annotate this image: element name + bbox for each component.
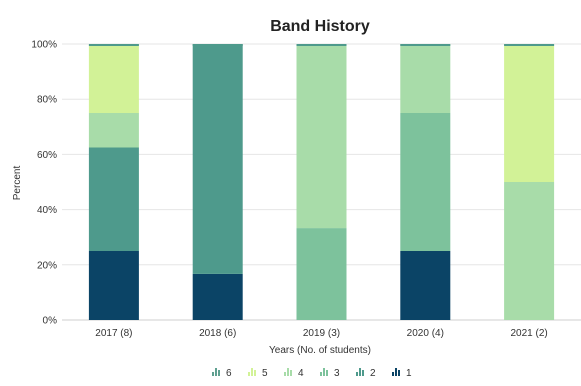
x-tick-label: 2017 (8)	[95, 328, 132, 339]
bar-segment-1	[400, 251, 451, 320]
y-tick-label: 40%	[37, 205, 57, 216]
legend-bar-icon	[248, 372, 250, 376]
y-tick-label: 20%	[37, 260, 57, 271]
bar-segment-4	[400, 44, 451, 113]
legend-bar-icon	[392, 372, 394, 376]
chart-title: Band History	[270, 18, 370, 35]
legend-bar-icon	[254, 370, 256, 376]
bars	[88, 44, 555, 320]
legend-bar-icon	[356, 372, 358, 376]
bar-segment-3	[400, 113, 451, 251]
legend-label: 2	[370, 368, 376, 379]
y-axis-label: Percent	[12, 166, 23, 201]
y-tick-label: 100%	[31, 40, 57, 51]
bar-segment-5	[88, 44, 139, 113]
legend-item-3[interactable]: 3	[320, 368, 340, 379]
bar-top-edge	[400, 44, 451, 46]
legend-item-6[interactable]: 6	[212, 368, 232, 379]
x-axis-ticks: 2017 (8) 2018 (6) 2019 (3) 2020 (4) 2021 (2)	[95, 328, 547, 339]
legend-bar-icon	[290, 370, 292, 376]
y-tick-label: 60%	[37, 150, 57, 161]
bar-segment-5	[504, 44, 555, 182]
legend-item-5[interactable]: 5	[248, 368, 268, 379]
legend-bar-icon	[398, 370, 400, 376]
bar-segment-1	[192, 273, 243, 320]
legend-bar-icon	[326, 370, 328, 376]
legend: 6 5 4 3 2 1	[212, 368, 412, 379]
legend-bar-icon	[320, 372, 322, 376]
legend-label: 3	[334, 368, 340, 379]
legend-bar-icon	[215, 368, 217, 376]
legend-bar-icon	[212, 372, 214, 376]
y-tick-label: 0%	[43, 316, 58, 327]
legend-item-2[interactable]: 2	[356, 368, 376, 379]
x-tick-label: 2020 (4)	[407, 328, 444, 339]
legend-bar-icon	[284, 372, 286, 376]
legend-label: 4	[298, 368, 304, 379]
legend-item-1[interactable]: 1	[392, 368, 412, 379]
bar-top-edge	[88, 44, 139, 46]
bar-segment-3	[296, 228, 347, 320]
x-tick-label: 2019 (3)	[303, 328, 340, 339]
legend-label: 6	[226, 368, 232, 379]
bar-top-edge	[192, 44, 243, 46]
legend-label: 1	[406, 368, 412, 379]
bar-top-edge	[296, 44, 347, 46]
x-tick-label: 2021 (2)	[510, 328, 547, 339]
legend-label: 5	[262, 368, 268, 379]
legend-bar-icon	[287, 368, 289, 376]
bar-segment-2	[88, 147, 139, 251]
legend-bar-icon	[251, 368, 253, 376]
y-tick-label: 80%	[37, 95, 57, 106]
legend-bar-icon	[359, 368, 361, 376]
x-tick-label: 2018 (6)	[199, 328, 236, 339]
legend-item-4[interactable]: 4	[284, 368, 304, 379]
legend-bar-icon	[218, 370, 220, 376]
legend-bar-icon	[395, 368, 397, 376]
bar-segment-4	[88, 113, 139, 148]
bar-segment-2	[192, 44, 243, 274]
bar-segment-1	[88, 251, 139, 320]
legend-bar-icon	[362, 370, 364, 376]
bar-segment-4	[504, 182, 555, 320]
legend-bar-icon	[323, 368, 325, 376]
y-axis-ticks: 0% 20% 40% 60% 80% 100%	[31, 40, 57, 327]
bar-segment-4	[296, 44, 347, 229]
bar-top-edge	[504, 44, 555, 46]
x-axis-label: Years (No. of students)	[269, 345, 371, 356]
